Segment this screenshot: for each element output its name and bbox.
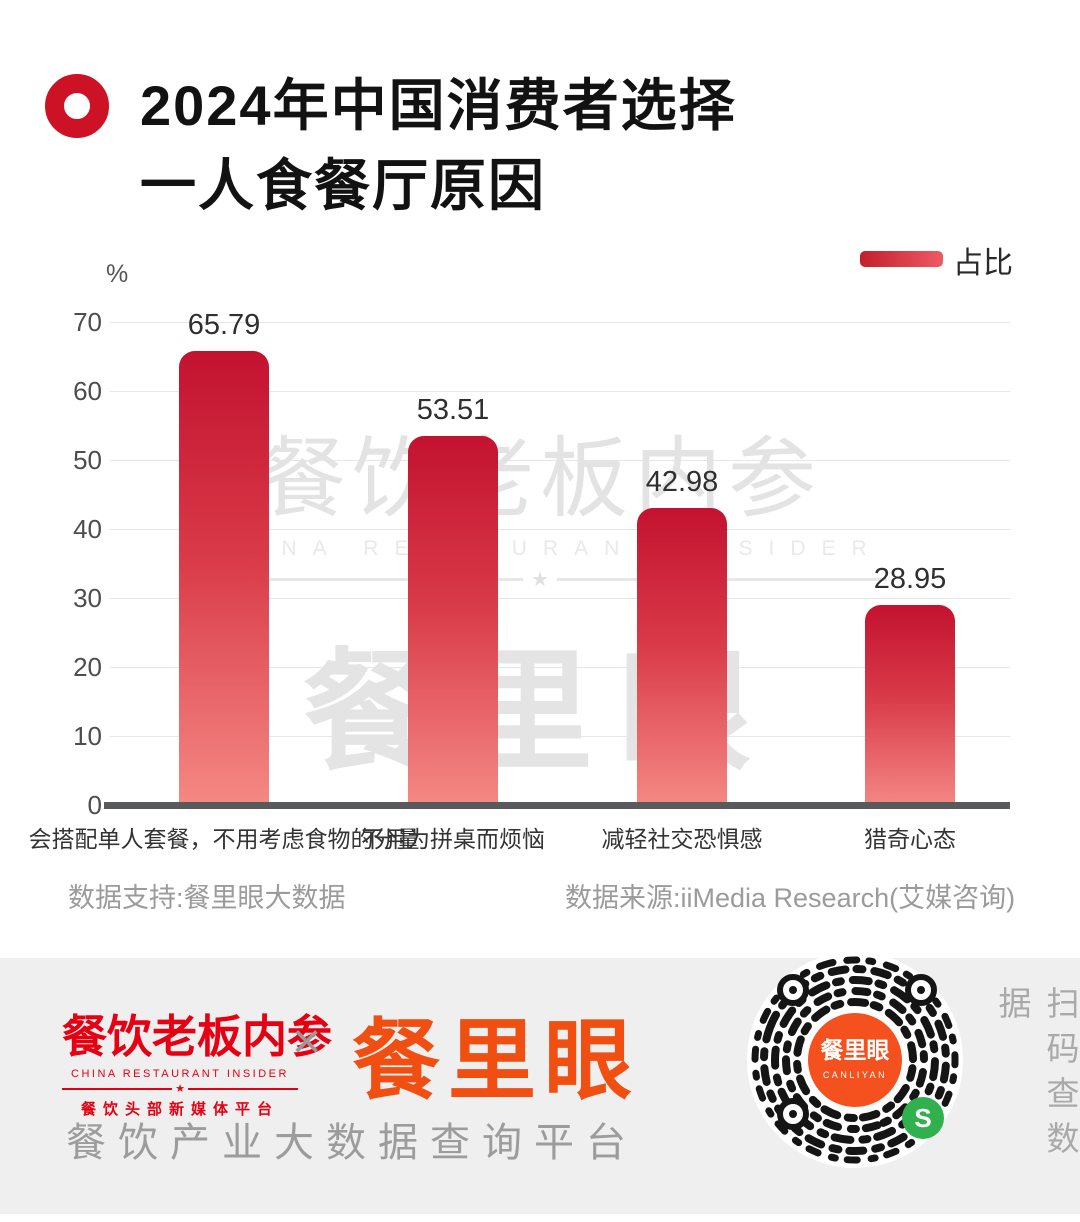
y-axis-unit-label: %: [106, 260, 129, 288]
gridline-40: [110, 529, 1010, 530]
page-title: 2024年中国消费者选择 一人食餐厅原因: [140, 66, 737, 226]
y-tick-70: 70: [73, 307, 102, 337]
brand-separator-x: ×: [292, 1013, 322, 1069]
brand-logo-canyin-neican: 餐饮老板内参 CHINA RESTAURANT INSIDER ★ 餐饮头部新媒…: [62, 1000, 333, 1119]
brand1-star-icon: ★: [175, 1083, 185, 1095]
category-label-1: 不用为拼桌而烦恼: [361, 826, 545, 852]
bar-value-2: 42.98: [645, 466, 719, 499]
scan-hint-text: 扫码查数据: [994, 986, 1079, 1166]
brand1-rule-left: [62, 1087, 173, 1090]
y-tick-20: 20: [73, 652, 102, 682]
gridline-30: [110, 598, 1010, 599]
bar-3: [865, 605, 955, 809]
qr-center-badge: [808, 1013, 902, 1107]
gridline-50: [110, 460, 1010, 461]
qr-center-name: 餐里眼: [821, 1037, 890, 1063]
brand1-name: 餐饮老板内参: [62, 1012, 333, 1062]
title-line-1: 2024年中国消费者选择: [140, 74, 737, 137]
bar-1: [408, 435, 498, 809]
y-tick-30: 30: [73, 583, 102, 613]
brand1-tagline: 餐饮头部新媒体平台: [80, 1101, 279, 1118]
bar-value-3: 28.95: [873, 563, 947, 596]
y-tick-50: 50: [73, 445, 102, 475]
legend-label: 占比: [953, 247, 1013, 280]
brand1-rule-right: [187, 1087, 298, 1090]
platform-tagline: 餐饮产业大数据查询平台: [66, 1121, 638, 1165]
wechat-miniprogram-letter: S: [914, 1103, 931, 1133]
legend-swatch: [860, 251, 943, 267]
brand-logo-canliyan: 餐里眼: [352, 1011, 641, 1110]
category-label-0: 会搭配单人套餐，不用考虑食物的分量: [28, 826, 420, 852]
qr-finder-markers: [777, 974, 937, 1130]
data-support-text: 数据支持:餐里眼大数据: [68, 883, 346, 913]
bar-value-1: 53.51: [416, 393, 490, 426]
gridline-10: [110, 736, 1010, 737]
gridline-20: [110, 667, 1010, 668]
brand1-divider: ★: [62, 1082, 298, 1095]
bar-0: [179, 351, 269, 809]
qr-center-sub: CANLIYAN: [823, 1070, 887, 1080]
x-axis-line: [104, 802, 1010, 809]
category-label-3: 猎奇心态: [864, 826, 956, 852]
title-line-2: 一人食餐厅原因: [140, 154, 546, 217]
wechat-miniprogram-icon: [902, 1097, 944, 1139]
data-source-text: 数据来源:iiMedia Research(艾媒咨询): [565, 883, 1016, 913]
gridline-70: [110, 322, 1010, 323]
bar-chart: % 0 10 20 30 40 50 60 70 65.79 53.51 42.98 28.95 会…: [28, 260, 1010, 852]
brand1-subtitle: CHINA RESTAURANT INSIDER: [71, 1068, 289, 1080]
y-tick-60: 60: [73, 376, 102, 406]
y-tick-40: 40: [73, 514, 102, 544]
category-label-2: 减轻社交恐惧感: [601, 826, 763, 852]
bar-value-0: 65.79: [187, 309, 261, 342]
qr-code-graphic: 餐里眼 CANLIYAN S: [747, 952, 963, 1168]
qr-code[interactable]: 餐里眼 CANLIYAN S: [747, 952, 963, 1168]
bar-2: [637, 508, 727, 809]
title-bullet-icon: [45, 74, 109, 138]
y-tick-10: 10: [73, 721, 102, 751]
y-tick-0: 0: [87, 790, 102, 820]
gridline-60: [110, 391, 1010, 392]
